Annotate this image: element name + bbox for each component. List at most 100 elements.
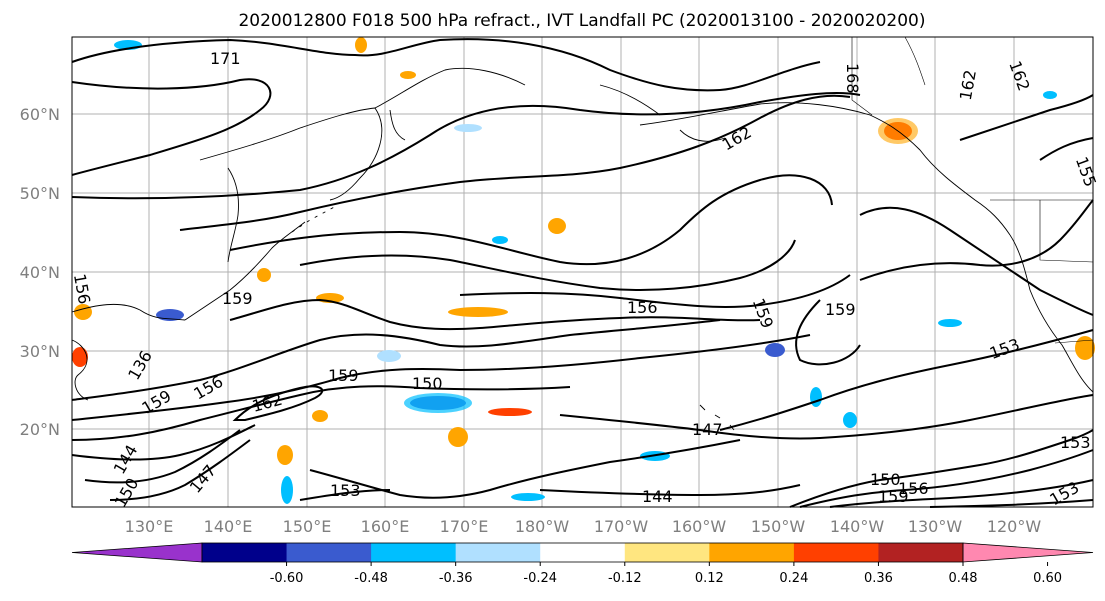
contour-label: 156 <box>627 298 658 317</box>
contour-label: 159 <box>328 366 359 385</box>
colorbar-tick-label: -0.36 <box>439 571 473 586</box>
contour-label: 153 <box>330 481 361 500</box>
coastline-alaska-peninsula <box>679 129 726 142</box>
contour-label: 159 <box>825 300 856 319</box>
colorbar-border <box>201 542 964 563</box>
contour-label: 153 <box>1060 433 1091 452</box>
contour-line <box>179 94 851 231</box>
colorbar-extend-low <box>71 542 203 563</box>
contour-line <box>959 94 1094 141</box>
graticule <box>72 37 1093 507</box>
colorbar-tick-label: -0.60 <box>270 571 304 586</box>
lon-label: 140°W <box>830 517 885 536</box>
lon-label: 180°W <box>515 517 570 536</box>
lon-label: 120°W <box>987 517 1042 536</box>
political-borders <box>851 36 1094 344</box>
anomaly-patch <box>257 268 271 282</box>
coastlines <box>71 67 1094 431</box>
anomaly-patch <box>548 218 566 234</box>
map-frame <box>71 36 1094 508</box>
contour-line <box>299 239 796 291</box>
contour-label: 150 <box>870 470 901 489</box>
colorbar-tick-label: -0.12 <box>608 571 642 586</box>
contour-line <box>71 38 821 92</box>
contour-line <box>71 334 811 421</box>
colorbar-segment <box>202 543 288 562</box>
colorbar-segment <box>455 543 541 562</box>
coastline-china-south <box>71 339 89 401</box>
coastline-china <box>71 303 186 321</box>
contour-line <box>859 199 1094 281</box>
contour-line <box>829 479 1094 508</box>
contour-line <box>299 489 391 501</box>
lon-label: 170°W <box>594 517 649 536</box>
refractivity-anomaly-fill <box>72 37 1095 504</box>
contour-line <box>229 298 761 331</box>
colorbar-segment <box>371 543 457 562</box>
coastline-okhotsk-kamchatka <box>199 107 383 201</box>
colorbar-tick-label: 0.48 <box>949 571 978 586</box>
border-canada-province <box>904 36 926 86</box>
colorbar-tick-label: 0.60 <box>1033 571 1062 586</box>
anomaly-patch <box>355 37 367 53</box>
lat-label-50n: 50°N <box>20 184 60 203</box>
contour-line <box>795 299 861 366</box>
contour-line <box>71 385 571 441</box>
lat-label-60n: 60°N <box>20 105 60 124</box>
height-contours <box>71 38 1094 508</box>
anomaly-patch <box>511 493 545 501</box>
anomaly-patch <box>488 408 532 416</box>
anomaly-patch <box>377 350 401 362</box>
contour-line <box>1039 137 1094 161</box>
colorbar-tick-label: 0.24 <box>779 571 808 586</box>
contour-line <box>459 274 851 308</box>
anomaly-patch <box>765 343 785 357</box>
colorbar-tick-label: 0.36 <box>864 571 893 586</box>
colorbar-segment <box>709 543 795 562</box>
contour-line <box>109 439 251 501</box>
contour-line <box>71 91 861 200</box>
contour-line <box>71 319 721 401</box>
anomaly-patch <box>404 393 472 413</box>
coastline-alaska-west <box>599 84 661 116</box>
contour-label: 168 <box>843 63 862 94</box>
colorbar-segment <box>540 543 626 562</box>
coastline-sakhalin <box>227 167 239 263</box>
contour-label: 156 <box>898 479 929 498</box>
contour-line <box>232 385 324 421</box>
lon-label: 170°E <box>440 517 489 536</box>
coastline-siberia-east <box>374 67 526 109</box>
anomaly-patch <box>1043 91 1057 99</box>
map-title: 2020012800 F018 500 hPa refract., IVT La… <box>238 11 925 31</box>
border-us-mexico <box>1054 339 1094 344</box>
border-alaska-canada <box>851 37 873 116</box>
border-us-states <box>1039 200 1094 263</box>
lon-label: 160°E <box>361 517 410 536</box>
contour-line <box>859 206 1094 316</box>
anomaly-patch <box>1075 336 1095 360</box>
anomaly-patch <box>843 412 857 428</box>
lon-label: 150°W <box>751 517 806 536</box>
latitude-labels: 60°N 50°N 40°N 30°N 20°N <box>20 105 60 439</box>
colorbar-segment <box>793 543 879 562</box>
lon-label: 130°E <box>125 517 174 536</box>
lon-label: 150°E <box>283 517 332 536</box>
anomaly-patch <box>810 387 822 407</box>
anomaly-patch <box>72 347 88 367</box>
colorbar-tick-label: 0.12 <box>695 571 724 586</box>
colorbar-tick-label: -0.24 <box>523 571 557 586</box>
contour-label: 150 <box>412 374 443 393</box>
anomaly-patch <box>312 410 328 422</box>
colorbar: -0.60 -0.48 -0.36 -0.24 -0.12 0.12 0.24 0.36 0.4… <box>71 542 1094 586</box>
contour-line <box>789 429 1094 508</box>
colorbar-tick-label: -0.48 <box>354 571 388 586</box>
anomaly-patch <box>492 236 508 244</box>
colorbar-segment <box>878 543 964 562</box>
contour-label: 144 <box>642 487 673 506</box>
coastline-anadyr <box>389 109 406 141</box>
anomaly-patch <box>454 124 482 132</box>
contour-line <box>559 394 1094 440</box>
contour-line <box>539 484 801 497</box>
contour-line <box>71 78 272 176</box>
